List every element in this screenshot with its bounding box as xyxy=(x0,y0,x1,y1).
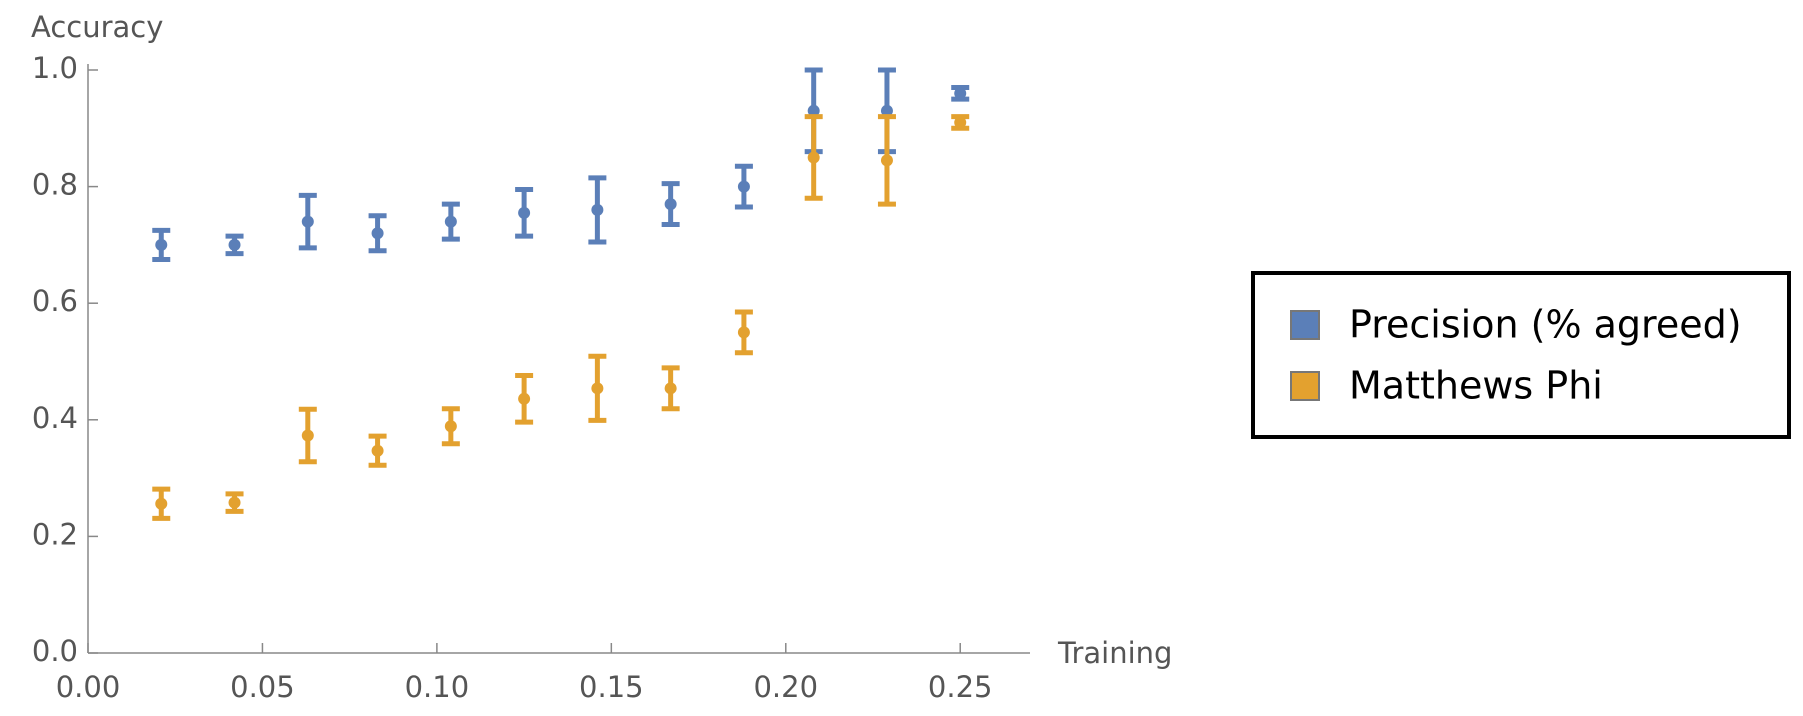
point xyxy=(155,497,168,510)
y-tick-label: 0.4 xyxy=(32,401,78,435)
x-tick-label: 0.15 xyxy=(579,670,644,704)
point xyxy=(737,180,750,193)
y-tick-label: 0.6 xyxy=(32,284,78,318)
x-tick-label: 0.10 xyxy=(405,670,470,704)
legend-label: Matthews Phi xyxy=(1349,364,1603,408)
x-tick-label: 0.00 xyxy=(56,670,121,704)
legend-box xyxy=(1251,271,1791,439)
point xyxy=(371,444,384,457)
point xyxy=(954,116,967,129)
point xyxy=(518,206,531,219)
x-tick-label: 0.05 xyxy=(230,670,295,704)
y-axis-label: Accuracy xyxy=(31,10,163,44)
x-tick-label: 0.20 xyxy=(753,670,818,704)
point xyxy=(228,496,241,509)
point xyxy=(591,382,604,395)
x-axis-label: Training xyxy=(1057,636,1172,670)
legend-swatch xyxy=(1290,371,1320,401)
point xyxy=(664,198,677,211)
legend-swatch xyxy=(1290,310,1320,340)
point xyxy=(664,382,677,395)
point xyxy=(155,238,168,251)
y-tick-label: 1.0 xyxy=(32,51,78,85)
point xyxy=(228,238,241,251)
x-tick-label: 0.25 xyxy=(928,670,993,704)
point xyxy=(880,104,893,117)
point xyxy=(301,215,314,228)
point xyxy=(444,215,457,228)
point xyxy=(880,154,893,167)
point xyxy=(954,87,967,100)
point xyxy=(807,104,820,117)
point xyxy=(371,227,384,240)
point xyxy=(301,429,314,442)
point xyxy=(591,203,604,216)
point xyxy=(444,420,457,433)
y-tick-label: 0.2 xyxy=(32,517,78,551)
y-tick-label: 0.0 xyxy=(32,634,78,668)
point xyxy=(518,392,531,405)
point xyxy=(807,151,820,164)
y-tick-label: 0.8 xyxy=(32,168,78,202)
point xyxy=(737,326,750,339)
legend-label: Precision (% agreed) xyxy=(1349,303,1742,347)
